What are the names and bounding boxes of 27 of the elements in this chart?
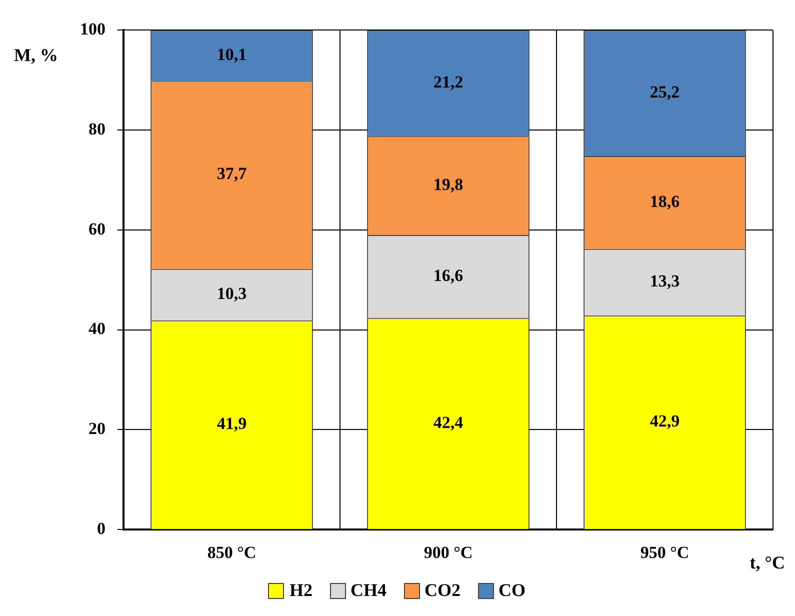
data-label: 21,2	[433, 72, 464, 92]
legend-label: CO	[498, 580, 526, 601]
y-tick-label: 20	[88, 419, 106, 438]
data-label: 18,6	[650, 192, 680, 211]
x-tick-label: 850 °C	[207, 543, 256, 562]
y-tick-label: 40	[88, 319, 106, 338]
x-axis-title: t, °C	[750, 552, 785, 572]
y-tick-label: 60	[88, 219, 106, 238]
data-label: 13,3	[650, 272, 680, 291]
y-axis-title: M, %	[14, 44, 58, 65]
y-tick-label: 100	[80, 20, 106, 39]
data-label: 25,2	[650, 82, 680, 102]
data-label: 42,4	[433, 412, 464, 432]
data-label: 10,1	[216, 44, 247, 64]
data-label: 10,3	[216, 284, 247, 304]
data-label: 41,9	[216, 414, 247, 434]
data-label: 37,7	[216, 164, 248, 184]
y-tick-label: 80	[88, 119, 106, 138]
legend-label: CH4	[350, 580, 386, 601]
data-label: 42,9	[650, 412, 680, 431]
y-tick-label: 0	[97, 518, 106, 538]
legend-label: CO2	[424, 580, 460, 601]
data-label: 19,8	[433, 174, 464, 194]
data-label: 16,6	[433, 266, 464, 285]
x-tick-label: 900 °C	[424, 543, 473, 562]
legend-label: H2	[289, 580, 312, 601]
x-tick-label: 950 °C	[640, 543, 690, 562]
